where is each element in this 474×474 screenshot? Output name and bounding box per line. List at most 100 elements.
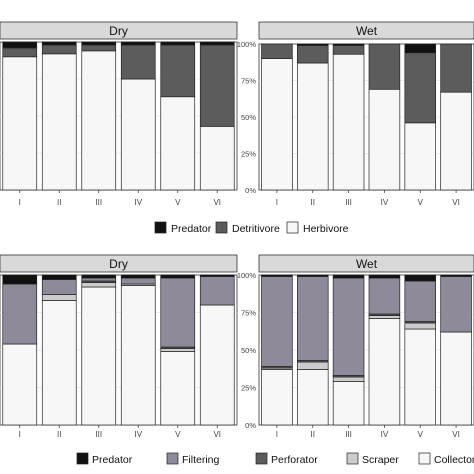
panel-bottom-dry-bar-I-filtering — [2, 283, 38, 345]
panel-bottom-wet-bar-III-collector — [332, 381, 365, 426]
panel-top-dry-bar-IV-herbivore — [120, 78, 156, 191]
legend-bottom-swatch-perforator — [255, 452, 268, 465]
panel-bottom-wet-bar-III-predator — [332, 274, 365, 279]
panel-top-wet-title: Wet — [356, 24, 378, 38]
panel-bottom-wet-bar-V-predator — [404, 274, 437, 282]
panel-top-wet-bar-VI-detritivore — [440, 43, 472, 93]
panel-top-wet-bar-IV-detritivore — [368, 43, 401, 90]
panel-top-dry-bar-III-predator — [81, 41, 117, 46]
panel-top-wet-ytick-label: 75% — [241, 77, 256, 86]
panel-top-wet-bar-I-detritivore — [261, 43, 293, 59]
panel-bottom-wet-bar-II-filtering — [296, 276, 329, 361]
legend-top-swatch-detritivore — [215, 221, 228, 234]
panel-top-dry-bar-VI-herbivore — [199, 126, 235, 191]
panel-bottom-wet-bar-V-filtering — [404, 280, 437, 322]
panel-top-dry-bar-V-predator — [160, 41, 196, 46]
panel-top-dry-bar-IV-predator — [120, 41, 156, 46]
panel-bottom-dry-bar-III-predator — [81, 274, 117, 279]
legend-top-label-detritivore: Detritivore — [232, 223, 280, 235]
panel-bottom-dry-bar-III-scraper — [81, 282, 117, 288]
panel-bottom-wet-bar-V-collector — [404, 328, 437, 426]
panel-bottom-wet-bar-IV-filtering — [368, 277, 401, 315]
legend-bottom-label-perforator: Perforator — [271, 454, 318, 466]
panel-top-wet-bar-II-herbivore — [296, 62, 329, 191]
panel-top-dry-bar-VI-predator — [199, 41, 235, 46]
panel-bottom-dry-bar-III-collector — [81, 286, 117, 426]
panel-bottom-wet-bar-II-predator — [296, 274, 329, 277]
panel-bottom-dry-bar-I-predator — [2, 274, 38, 285]
panel-bottom-wet-bar-III-scraper — [332, 376, 365, 382]
panel-top-wet-ytick-label: 100% — [237, 40, 257, 49]
panel-bottom-wet-ytick-label: 25% — [241, 384, 256, 393]
panel-top-wet-bar-IV-herbivore — [368, 88, 401, 191]
panel-bottom-dry-bar-IV-filtering — [120, 277, 156, 285]
legend-top-label-herbivore: Herbivore — [303, 223, 349, 235]
panel-bottom-wet-xtick-label: II — [311, 430, 315, 439]
panel-bottom-dry-xtick-label: VI — [213, 430, 221, 439]
panel-bottom-dry-bar-IV-predator — [120, 274, 156, 279]
panel-bottom-wet-ytick-label: 100% — [237, 271, 257, 280]
panel-top-wet-strip — [258, 21, 474, 40]
panel-bottom-dry-bar-IV-collector — [120, 285, 156, 426]
panel-bottom-dry-xtick-label: III — [95, 430, 102, 439]
panel-top-dry-xtick-label: II — [57, 198, 61, 207]
panel-top-wet-bar-III-detritivore — [332, 45, 365, 55]
panel-top-wet-ytick-label: 25% — [241, 150, 256, 159]
panel-top-dry-strip — [0, 21, 238, 40]
panel-bottom-dry-xtick-label: I — [19, 430, 21, 439]
panel-top-dry-xtick-label: VI — [213, 198, 221, 207]
panel-top-wet-xtick-label: VI — [452, 198, 460, 207]
panel-bottom-dry-bar-VI-collector — [199, 304, 235, 426]
panel-bottom-dry-title: Dry — [109, 257, 128, 271]
panel-bottom-wet-bar-VI-predator — [440, 274, 472, 277]
panel-top-dry-title: Dry — [109, 24, 128, 38]
panel-top-dry-bar-IV-detritivore — [120, 44, 156, 80]
panel-top-wet-bar-V-herbivore — [404, 122, 437, 191]
panel-top-wet-bar-II-detritivore — [296, 45, 329, 64]
panel-top-dry-xtick-label: IV — [134, 198, 142, 207]
panel-bottom-dry-strip — [0, 254, 238, 273]
panel-top-dry-bar-II-detritivore — [41, 44, 77, 55]
panel-top-wet-xtick-label: III — [345, 198, 352, 207]
panel-bottom-wet-xtick-label: I — [276, 430, 278, 439]
legend-top-swatch-predator — [154, 221, 167, 234]
legend-bottom-label-scraper: Scraper — [362, 454, 399, 466]
panel-top-dry-bar-V-herbivore — [160, 96, 196, 191]
panel-bottom-wet-title: Wet — [356, 257, 378, 271]
panel-bottom-wet-bar-VI-collector — [440, 331, 472, 426]
panel-bottom-wet-xtick-label: III — [345, 430, 352, 439]
panel-top-wet-bar-VI-herbivore — [440, 91, 472, 191]
legend-bottom-swatch-scraper — [346, 452, 359, 465]
panel-bottom-wet-bar-I-predator — [261, 274, 293, 277]
panel-bottom-dry-bar-V-scraper — [160, 348, 196, 352]
panel-top-wet-bar-II-predator — [296, 43, 329, 46]
panel-top-wet-bar-V-detritivore — [404, 52, 437, 124]
legend-bottom-label-collector: Collector — [434, 454, 474, 466]
panel-bottom-wet-xtick-label: VI — [452, 430, 460, 439]
panel-bottom-wet-ytick-label: 0% — [245, 421, 256, 430]
panel-bottom-dry-bar-I-collector — [2, 343, 38, 426]
legend-bottom-swatch-predator — [76, 452, 89, 465]
panel-bottom-wet-bar-I-filtering — [261, 276, 293, 367]
panel-top-dry-bar-I-predator — [2, 41, 38, 49]
panel-bottom-dry-bar-III-filtering — [81, 277, 117, 282]
panel-bottom-wet-xtick-label: IV — [381, 430, 389, 439]
panel-bottom-dry-bar-II-scraper — [41, 294, 77, 301]
panel-top-dry-bar-VI-detritivore — [199, 44, 235, 127]
panel-bottom-wet-bar-V-scraper — [404, 322, 437, 330]
panel-top-dry-bar-II-predator — [41, 41, 77, 46]
panel-top-wet-xtick-label: I — [276, 198, 278, 207]
legend-bottom-label-predator: Predator — [92, 454, 133, 466]
panel-top-wet-bar-III-predator — [332, 43, 365, 46]
panel-bottom-wet-bar-II-scraper — [296, 361, 329, 370]
panel-top-wet-xtick-label: IV — [381, 198, 389, 207]
legend-top-label-predator: Predator — [171, 223, 212, 235]
panel-top-wet-ytick-label: 0% — [245, 186, 256, 195]
panel-top-dry-bar-I-detritivore — [2, 47, 38, 58]
panel-top-wet-xtick-label: II — [311, 198, 315, 207]
legend-bottom-label-filtering: Filtering — [182, 454, 220, 466]
panel-bottom-dry-bar-VI-predator — [199, 274, 235, 277]
panel-top-dry-xtick-label: III — [95, 198, 102, 207]
panel-bottom-wet-bar-I-collector — [261, 369, 293, 426]
